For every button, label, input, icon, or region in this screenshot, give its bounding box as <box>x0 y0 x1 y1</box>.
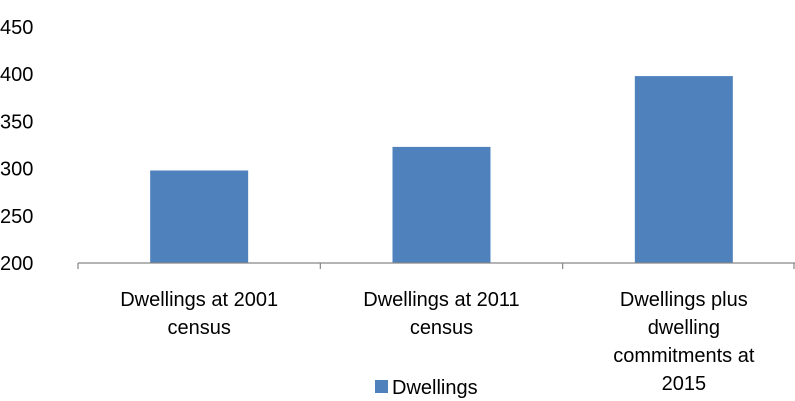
y-tick-label: 300 <box>0 159 33 181</box>
bar <box>150 170 249 263</box>
y-axis-tick-labels: 200 250 300 350 400 450 <box>0 17 33 275</box>
bar <box>634 76 733 263</box>
y-tick-label: 350 <box>0 111 33 133</box>
legend-label: Dwellings <box>392 377 478 399</box>
legend-item: Dwellings <box>375 377 478 399</box>
x-axis <box>77 262 795 269</box>
y-tick-label: 400 <box>0 64 33 86</box>
y-tick-label: 250 <box>0 206 33 228</box>
y-tick-label: 450 <box>0 17 33 39</box>
bars <box>150 76 733 263</box>
bar <box>392 146 491 263</box>
x-tick-label: Dwellings plus dwelling commitments at 2015 <box>613 289 755 395</box>
x-axis-category-labels: Dwellings at 2001 census Dwellings at 2011… <box>120 289 755 395</box>
legend-swatch <box>375 380 388 393</box>
y-tick-label: 200 <box>0 253 33 275</box>
x-tick-label: Dwellings at 2001 census <box>120 289 278 339</box>
x-tick-label: Dwellings at 2011 census <box>363 289 519 339</box>
legend: Dwellings <box>375 377 478 399</box>
